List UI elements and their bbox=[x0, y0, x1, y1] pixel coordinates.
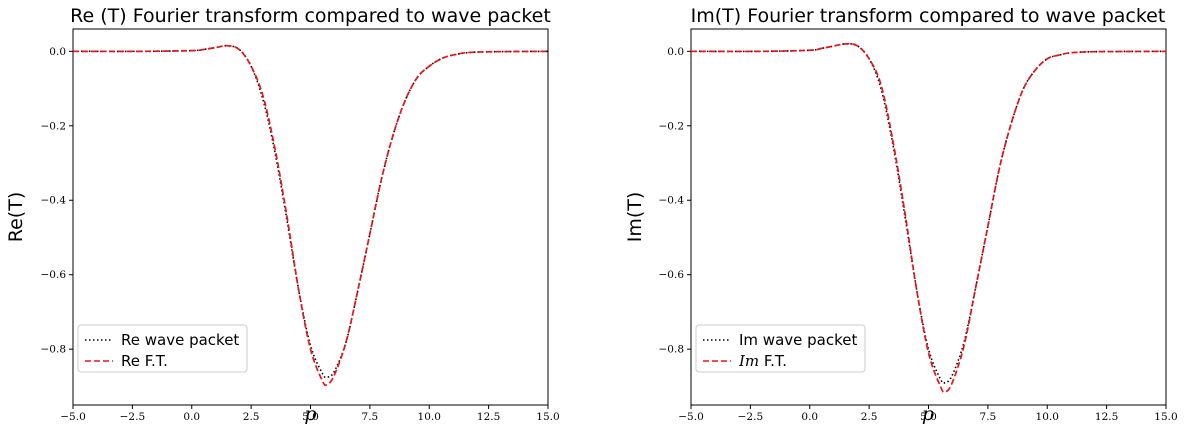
x-axis-label: p bbox=[922, 403, 934, 425]
y-axis-label: Im(T) bbox=[624, 192, 646, 243]
x-tick-label: 12.5 bbox=[477, 411, 500, 423]
x-tick-label: −5.0 bbox=[60, 411, 86, 423]
y-tick-label: −0.4 bbox=[41, 195, 67, 207]
x-axis-label: p bbox=[304, 403, 316, 425]
legend: Re wave packet Re F.T. bbox=[77, 324, 248, 373]
x-ticks: −5.0 −2.5 0.0 2.5 5.0 7.5 10.0 12.5 15.0 bbox=[678, 405, 1178, 423]
x-tick-label: 7.5 bbox=[362, 411, 379, 423]
x-tick-label: 0.0 bbox=[183, 411, 200, 423]
legend-label-wave-packet: Re wave packet bbox=[121, 331, 239, 349]
y-tick-label: −0.2 bbox=[41, 120, 67, 132]
y-axis-label: Re(T) bbox=[5, 192, 27, 242]
y-tick-label: −0.2 bbox=[659, 120, 685, 132]
x-tick-label: −5.0 bbox=[678, 411, 704, 423]
x-tick-label: 2.5 bbox=[861, 411, 878, 423]
chart-im: Im(T) Fourier transform compared to wave… bbox=[624, 5, 1178, 425]
y-tick-label: −0.8 bbox=[659, 344, 685, 356]
legend-label-ft: Im F.T. bbox=[738, 352, 787, 370]
y-ticks: 0.0 −0.2 −0.4 −0.6 −0.8 bbox=[41, 46, 73, 356]
legend-label-ft-suffix: F.T. bbox=[759, 352, 787, 370]
x-tick-label: 15.0 bbox=[536, 411, 559, 423]
x-tick-label: 5.0 bbox=[920, 411, 937, 423]
y-tick-label: 0.0 bbox=[49, 46, 66, 58]
x-tick-label: 10.0 bbox=[1036, 411, 1059, 423]
y-tick-label: −0.8 bbox=[41, 344, 67, 356]
legend-label-ft-prefix: Im bbox=[738, 352, 759, 370]
chart-title: Im(T) Fourier transform compared to wave… bbox=[691, 5, 1166, 27]
legend-label-wave-packet: Im wave packet bbox=[739, 331, 857, 349]
x-tick-label: −2.5 bbox=[120, 411, 146, 423]
legend-box bbox=[695, 324, 866, 373]
legend-label-ft: Re F.T. bbox=[121, 352, 168, 370]
x-tick-label: 12.5 bbox=[1095, 411, 1118, 423]
x-tick-label: 10.0 bbox=[418, 411, 441, 423]
legend-box bbox=[77, 324, 248, 373]
y-tick-label: −0.4 bbox=[659, 195, 685, 207]
x-tick-label: 0.0 bbox=[801, 411, 818, 423]
x-tick-label: 2.5 bbox=[243, 411, 260, 423]
y-tick-label: 0.0 bbox=[667, 46, 684, 58]
y-tick-label: −0.6 bbox=[659, 269, 685, 281]
series-layer bbox=[690, 42, 1167, 394]
y-tick-label: −0.6 bbox=[41, 269, 67, 281]
chart-re: Re (T) Fourier transform compared to wav… bbox=[5, 5, 560, 425]
series-layer bbox=[72, 44, 549, 387]
x-tick-label: −2.5 bbox=[738, 411, 764, 423]
series-line-ft bbox=[690, 42, 1167, 394]
y-ticks: 0.0 −0.2 −0.4 −0.6 −0.8 bbox=[659, 46, 691, 356]
x-tick-label: 15.0 bbox=[1154, 411, 1177, 423]
x-tick-label: 7.5 bbox=[980, 411, 997, 423]
x-tick-label: 5.0 bbox=[302, 411, 319, 423]
chart-title: Re (T) Fourier transform compared to wav… bbox=[70, 5, 551, 27]
x-ticks: −5.0 −2.5 0.0 2.5 5.0 7.5 10.0 12.5 15.0 bbox=[60, 405, 560, 423]
series-line-ft bbox=[72, 44, 549, 387]
legend: Im wave packet Im F.T. bbox=[695, 324, 866, 373]
